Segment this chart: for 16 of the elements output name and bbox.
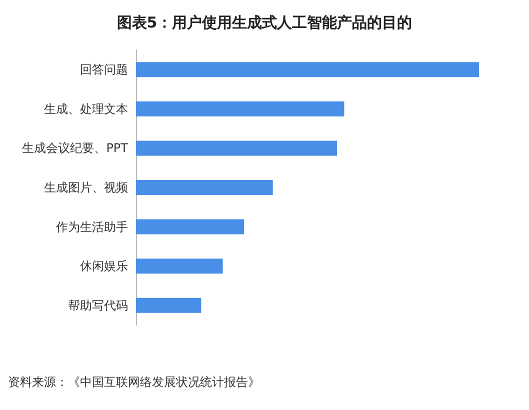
bar: [136, 101, 344, 116]
bar: [136, 258, 223, 274]
text: 资料来源：《中国互联网络发展状况统计报告》: [8, 375, 260, 389]
y-tick-label: 生成、处理文本: [44, 102, 128, 116]
y-tick-label: 生成图片、视频: [44, 180, 128, 194]
bar: [136, 62, 479, 78]
bar: [136, 180, 273, 195]
y-tick-label: 帮助写代码: [68, 298, 128, 312]
y-tick-label: 生成会议纪要、PPT: [22, 141, 129, 156]
y-tick-label: 作为生活助手: [55, 220, 128, 234]
bar: [136, 219, 244, 234]
y-tick-label: 回答问题: [80, 62, 128, 77]
chart-title: 图表5：用户使用生成式人工智能产品的目的: [116, 14, 412, 32]
bar: [136, 140, 337, 156]
y-tick-label: 休闲娱乐: [80, 259, 128, 274]
bar: [136, 298, 202, 313]
